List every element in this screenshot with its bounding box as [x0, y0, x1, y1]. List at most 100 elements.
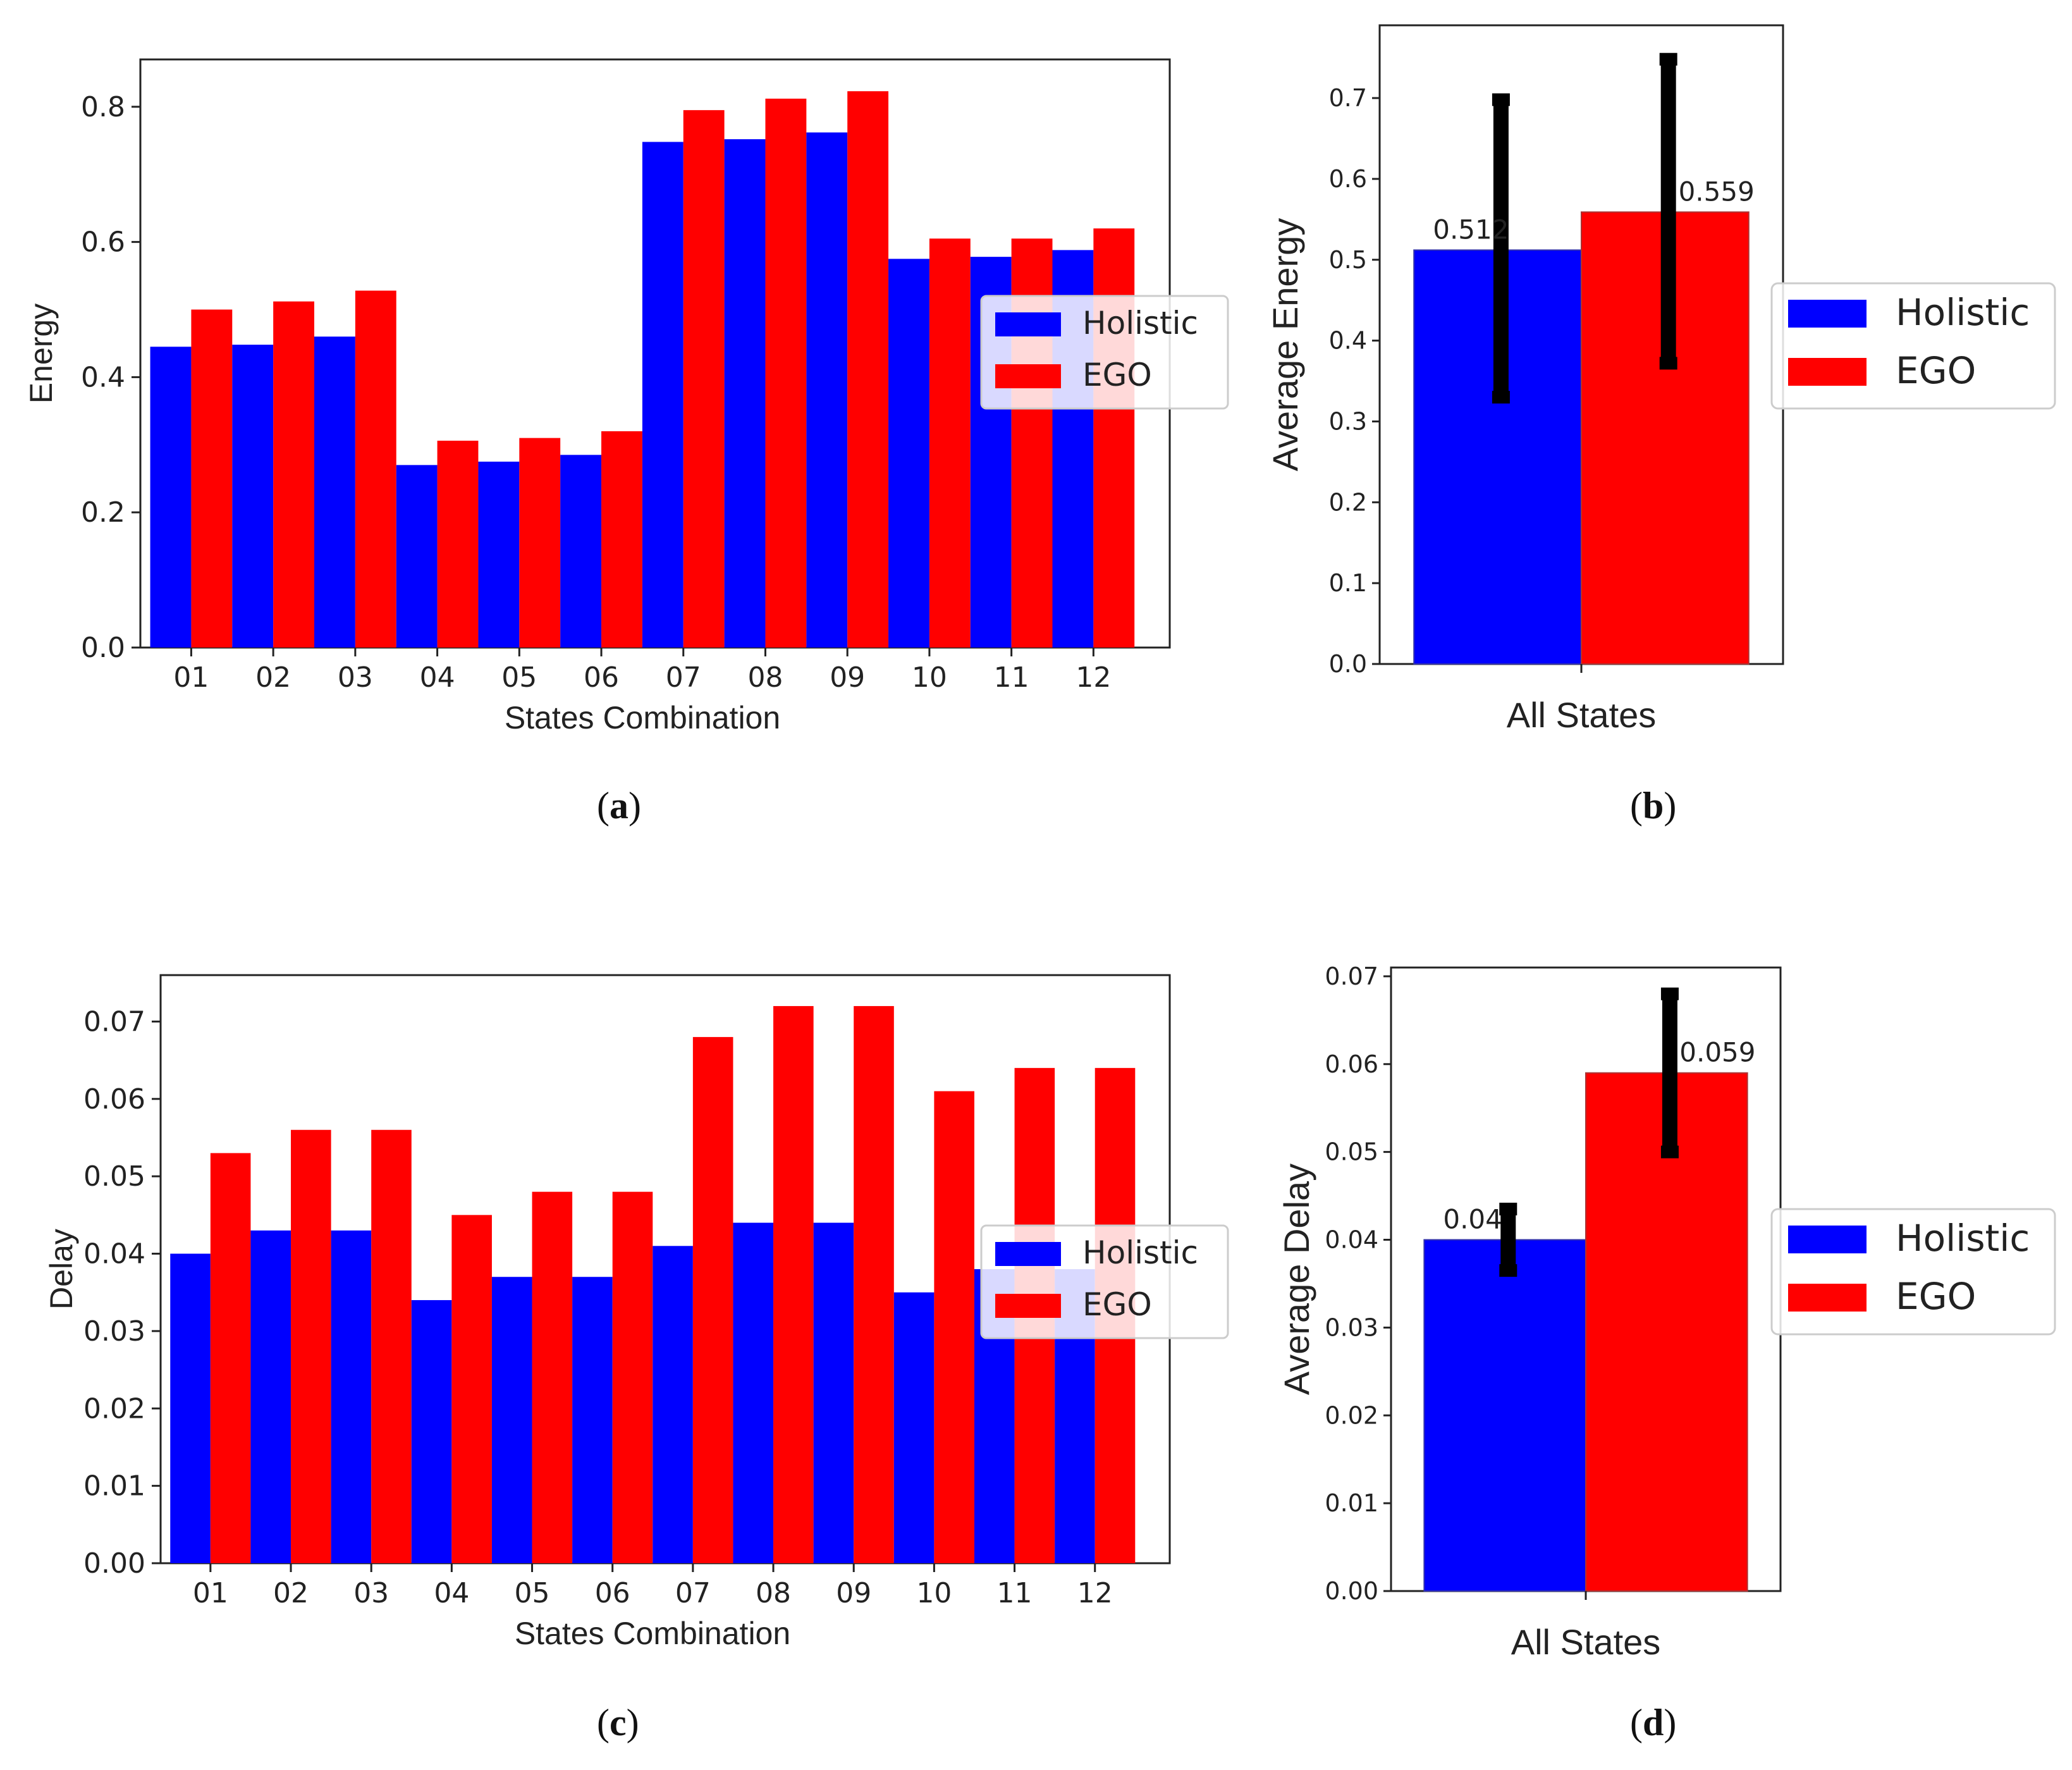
bar-holistic-06	[560, 455, 602, 648]
bar-ego-10	[929, 238, 971, 648]
data-label-ego: 0.559	[1679, 176, 1755, 207]
y-tick-label: 0.01	[1325, 1489, 1378, 1517]
x-tick-label: 12	[1077, 1577, 1113, 1609]
bar-ego-04	[451, 1215, 492, 1563]
x-tick-label: 07	[666, 661, 701, 694]
x-tick-label: 01	[193, 1577, 228, 1609]
bar-holistic-05	[478, 462, 520, 648]
y-tick-label: 0.2	[1329, 488, 1367, 516]
data-label-holistic: 0.04	[1443, 1204, 1502, 1235]
x-tick-label: 07	[675, 1577, 711, 1609]
caption-a: (a)	[597, 785, 641, 827]
y-tick-label: 0.06	[83, 1083, 145, 1115]
error-cap-bottom-holistic	[1492, 391, 1510, 404]
error-cap-bottom-holistic	[1499, 1264, 1517, 1277]
y-axis-label: Average Delay	[1277, 1164, 1316, 1395]
x-tick-label: 08	[756, 1577, 791, 1609]
legend-label-holistic: Holistic	[1082, 1234, 1198, 1271]
y-axis-label: Delay	[44, 1229, 79, 1310]
y-tick-label: 0.05	[1325, 1138, 1378, 1166]
bar-ego-03	[371, 1129, 412, 1563]
bar-ego-06	[612, 1191, 653, 1563]
bar-ego-01	[191, 309, 233, 648]
error-cap-top-ego	[1660, 987, 1679, 1000]
caption-d: (d)	[1630, 1702, 1677, 1743]
bar-holistic-05	[491, 1277, 532, 1563]
bar-ego-08	[765, 99, 807, 648]
bar-holistic-04	[396, 465, 438, 648]
x-tick-label: 06	[595, 1577, 630, 1609]
y-tick-label: 0.6	[81, 226, 125, 259]
legend-label-holistic: Holistic	[1082, 305, 1198, 341]
y-tick-label: 0.0	[1329, 650, 1367, 678]
legend-label-ego: EGO	[1082, 357, 1152, 393]
y-tick-label: 0.04	[1325, 1226, 1378, 1254]
y-tick-label: 0.01	[83, 1470, 145, 1503]
legend-label-ego: EGO	[1896, 1275, 1976, 1318]
bar-holistic-04	[411, 1300, 452, 1563]
bar-holistic-08	[733, 1222, 774, 1563]
bar-holistic-07	[653, 1246, 693, 1563]
y-tick-label: 0.05	[83, 1160, 145, 1193]
x-tick-label: 09	[836, 1577, 871, 1609]
bar-ego-09	[847, 91, 889, 648]
bar-ego-06	[601, 431, 642, 648]
chart-delay-per-state: 0.00 0.01 0.02 0.03 0.04 0.05 0.06 0.07 01 02 03 04…	[44, 974, 1229, 1651]
y-axis-label: Energy	[23, 304, 59, 403]
bar-ego-08	[773, 1005, 814, 1563]
legend-swatch-holistic	[1788, 300, 1867, 328]
data-label-holistic: 0.512	[1433, 214, 1509, 245]
caption-b: (b)	[1630, 785, 1677, 827]
x-tick-label: 12	[1076, 661, 1111, 694]
legend-swatch-ego	[995, 364, 1061, 388]
bar-holistic-07	[642, 142, 684, 648]
x-tick-label: 08	[747, 661, 783, 694]
y-tick-label: 0.0	[81, 632, 125, 664]
bar-ego-02	[291, 1129, 331, 1563]
legend-label-holistic: Holistic	[1896, 291, 2030, 334]
error-cap-top-ego	[1659, 52, 1677, 66]
y-tick-label: 0.03	[83, 1315, 145, 1348]
x-tick-label: 11	[994, 661, 1029, 694]
bar-holistic-10	[893, 1292, 935, 1563]
bar-ego-07	[692, 1036, 733, 1563]
bar-ego-03	[355, 290, 396, 648]
y-tick-label: 0.4	[81, 361, 125, 393]
y-tick-label: 0.5	[1329, 246, 1367, 274]
x-tick-label: 11	[997, 1577, 1033, 1609]
bar-ego-05	[519, 438, 561, 648]
bar-holistic-03	[331, 1230, 372, 1563]
y-tick-label: 0.07	[83, 1005, 145, 1038]
x-tick-label: All States	[1511, 1622, 1661, 1662]
bar-ego-01	[210, 1153, 251, 1563]
bar-holistic-09	[813, 1222, 854, 1563]
x-tick-label: 02	[273, 1577, 309, 1609]
y-tick-label: 0.8	[81, 91, 125, 123]
y-tick-label: 0.6	[1329, 165, 1367, 193]
bar-ego-10	[934, 1091, 974, 1563]
y-tick-label: 0.02	[83, 1392, 145, 1425]
legend-swatch-ego	[1788, 358, 1867, 386]
x-tick-label: 04	[434, 1577, 469, 1609]
y-tick-label: 0.00	[1325, 1577, 1378, 1605]
y-tick-label: 0.2	[81, 496, 125, 529]
legend-swatch-holistic	[1788, 1226, 1867, 1253]
bar-holistic-02	[250, 1230, 291, 1563]
x-tick-label: 02	[255, 661, 291, 694]
y-tick-label: 0.06	[1325, 1050, 1378, 1078]
x-tick-label: 03	[353, 1577, 389, 1609]
bar-holistic-06	[572, 1277, 613, 1563]
bar-holistic-01	[170, 1253, 211, 1563]
bar-ego-02	[273, 301, 315, 648]
bar-ego-04	[437, 440, 479, 648]
y-tick-label: 0.02	[1325, 1401, 1378, 1429]
y-tick-label: 0.3	[1329, 407, 1367, 435]
error-cap-bottom-ego	[1660, 1145, 1679, 1158]
y-axis-label: Average Energy	[1265, 218, 1305, 472]
x-tick-label: 06	[584, 661, 619, 694]
error-cap-top-holistic	[1499, 1202, 1517, 1215]
bar-holistic-10	[888, 259, 929, 648]
legend-swatch-holistic	[995, 1242, 1061, 1266]
x-tick-label: 04	[420, 661, 455, 694]
bar-holistic-09	[806, 132, 848, 648]
